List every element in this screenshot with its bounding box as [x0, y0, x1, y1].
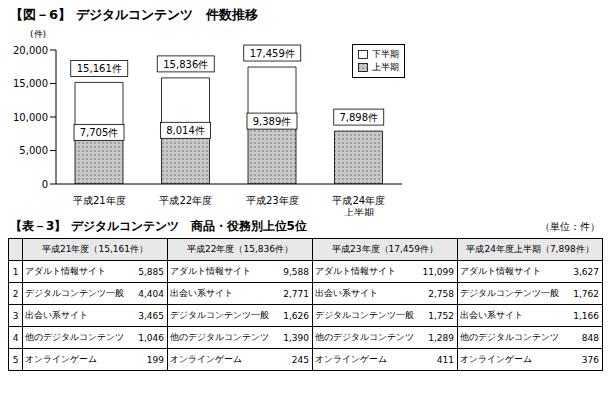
html-text:【図－6】 デジタルコンテンツ 件数推移: 【図－6】 デジタルコンテンツ 件数推移 [10, 7, 258, 22]
html-text:4: 4 [12, 332, 19, 343]
html-text:平成24年度上半期（7,898件）: 平成24年度上半期（7,898件） [466, 244, 594, 254]
html-text:出会い系サイト: 出会い系サイト [315, 288, 378, 298]
html-text:オンラインゲーム: オンラインゲーム [25, 354, 97, 364]
html-text:アダルト情報サイト: アダルト情報サイト [315, 266, 396, 276]
html-text:他のデジタルコンテンツ: 他のデジタルコンテンツ [25, 332, 124, 342]
html-text:11,099: 11,099 [422, 266, 454, 277]
html-text:3,465: 3,465 [138, 310, 164, 321]
svg-text:8,014件: 8,014件 [166, 125, 205, 136]
html-text:3: 3 [12, 310, 19, 321]
html-text:出会い系サイト: 出会い系サイト [25, 310, 88, 320]
html-text:オンラインゲーム: オンラインゲーム [315, 354, 387, 364]
html-text:出会い系サイト: 出会い系サイト [170, 288, 233, 298]
svg-text:9,389件: 9,389件 [253, 116, 292, 127]
svg-text:15,836件: 15,836件 [163, 59, 208, 70]
svg-text:15,000: 15,000 [13, 78, 48, 89]
html-text:(件): (件) [30, 29, 46, 39]
html-text:1,762: 1,762 [573, 288, 599, 299]
html-text:オンラインゲーム: オンラインゲーム [170, 354, 242, 364]
svg-text:0: 0 [42, 179, 48, 190]
html-text:2: 2 [12, 288, 19, 299]
html-text:平成21年度（15,161件）: 平成21年度（15,161件） [42, 244, 148, 254]
html-text:199: 199 [146, 354, 164, 365]
html-text:デジタルコンテンツ一般: デジタルコンテンツ一般 [460, 288, 559, 298]
html-text:9,588: 9,588 [283, 266, 309, 277]
html-text:アダルト情報サイト: アダルト情報サイト [170, 266, 251, 276]
html-text:1,289: 1,289 [428, 332, 454, 343]
html-text:【表－3】 デジタルコンテンツ 商品・役務別上位5位: 【表－3】 デジタルコンテンツ 商品・役務別上位5位 [10, 219, 307, 233]
html-text:1,046: 1,046 [138, 332, 164, 343]
svg-text:17,459件: 17,459件 [250, 48, 295, 59]
html-text:下半期: 下半期 [372, 49, 399, 59]
html-text:411: 411 [436, 354, 454, 365]
html-text:2,771: 2,771 [283, 288, 309, 299]
svg-text:15,161件: 15,161件 [77, 63, 122, 74]
html-text:他のデジタルコンテンツ: 他のデジタルコンテンツ [460, 332, 559, 342]
html-text:5: 5 [12, 354, 19, 365]
html-text:1,390: 1,390 [283, 332, 309, 343]
html-text:376: 376 [581, 354, 599, 365]
html-text:デジタルコンテンツ一般: デジタルコンテンツ一般 [315, 310, 414, 320]
html-text:アダルト情報サイト: アダルト情報サイト [460, 266, 541, 276]
svg-text:10,000: 10,000 [13, 112, 48, 123]
html-text:平成22年度（15,836件）: 平成22年度（15,836件） [187, 244, 293, 254]
svg-text:平成23年度: 平成23年度 [246, 195, 299, 206]
html-text:他のデジタルコンテンツ: 他のデジタルコンテンツ [315, 332, 414, 342]
html-text:平成23年度（17,459件）: 平成23年度（17,459件） [332, 244, 438, 254]
html-text:出会い系サイト: 出会い系サイト [460, 310, 523, 320]
svg-text:平成24年度上半期: 平成24年度上半期 [332, 195, 385, 216]
html-text:（単位：件）: （単位：件） [540, 221, 600, 232]
html-text:デジタルコンテンツ一般: デジタルコンテンツ一般 [170, 310, 269, 320]
html-text:デジタルコンテンツ一般: デジタルコンテンツ一般 [25, 288, 124, 298]
html-text:他のデジタルコンテンツ: 他のデジタルコンテンツ [170, 332, 269, 342]
html-text:4,404: 4,404 [138, 288, 164, 299]
svg-text:7,705件: 7,705件 [80, 127, 119, 138]
html-text:1,752: 1,752 [428, 310, 454, 321]
html-text:オンラインゲーム: オンラインゲーム [460, 354, 532, 364]
html-text:245: 245 [291, 354, 309, 365]
html-text:1,626: 1,626 [283, 310, 309, 321]
svg-text:平成22年度: 平成22年度 [159, 195, 212, 206]
svg-text:7,898件: 7,898件 [339, 112, 378, 123]
html-text:1: 1 [12, 266, 19, 277]
html-text:2,758: 2,758 [428, 288, 454, 299]
svg-text:20,000: 20,000 [13, 45, 48, 56]
html-text:1,166: 1,166 [573, 310, 599, 321]
html-text:3,627: 3,627 [573, 266, 599, 277]
svg-text:平成21年度: 平成21年度 [73, 195, 126, 206]
svg-text:5,000: 5,000 [19, 145, 48, 156]
html-text:848: 848 [581, 332, 599, 343]
html-text:アダルト情報サイト: アダルト情報サイト [25, 266, 106, 276]
html-text:上半期: 上半期 [372, 62, 399, 72]
html-text:5,885: 5,885 [138, 266, 164, 277]
